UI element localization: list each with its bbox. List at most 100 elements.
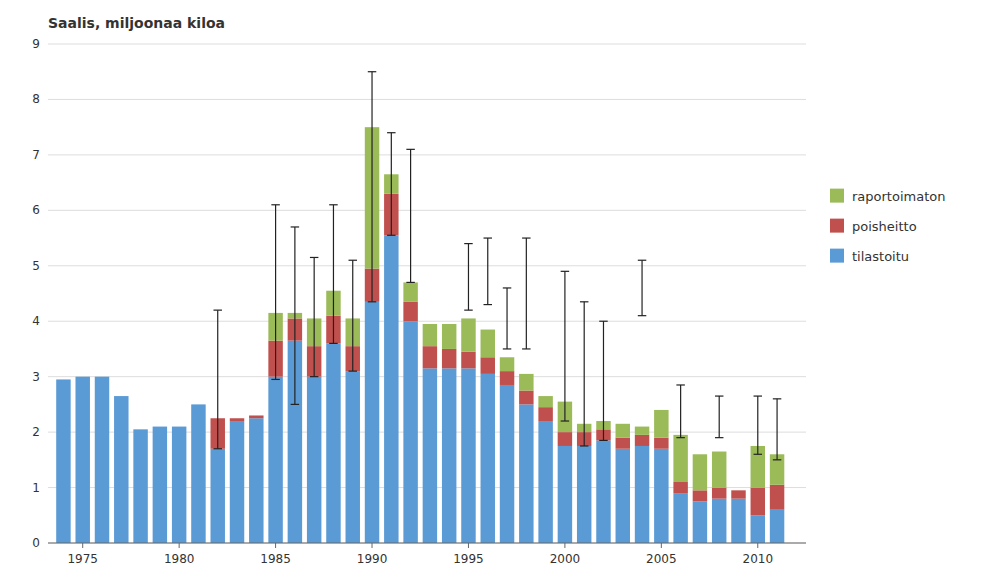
bar-segment <box>403 302 417 321</box>
bar-segment <box>635 427 649 435</box>
error-cap-upper <box>715 395 723 396</box>
bar-segment <box>75 377 89 543</box>
grid-line <box>48 265 806 266</box>
bar-segment <box>423 346 437 368</box>
error-bar <box>773 399 781 460</box>
legend-swatch <box>830 219 844 233</box>
bar-segment <box>538 421 552 543</box>
error-bar <box>310 257 318 376</box>
bar-segment <box>75 376 89 377</box>
error-bar <box>348 260 356 371</box>
x-tick <box>372 543 373 548</box>
error-cap-lower <box>522 348 530 349</box>
bar-segment <box>442 368 456 543</box>
y-tick-label: 5 <box>32 259 40 273</box>
bar-segment <box>230 418 244 419</box>
error-cap-upper <box>503 287 511 288</box>
error-bar <box>291 227 299 404</box>
error-cap-lower <box>213 448 221 449</box>
y-grid <box>48 44 806 543</box>
x-tick-label: 1990 <box>357 552 388 566</box>
bar-segment <box>423 324 437 346</box>
bar-segment <box>770 485 784 510</box>
bar-segment <box>172 426 186 427</box>
error-bar <box>599 321 607 440</box>
error-cap-lower <box>348 371 356 372</box>
bar-segment <box>403 321 417 543</box>
error-stem <box>333 205 334 344</box>
bar-segment <box>500 371 514 385</box>
bar-segment <box>95 376 109 377</box>
grid-line <box>48 44 806 45</box>
x-tick-label: 1985 <box>260 552 291 566</box>
legend-label: poisheitto <box>852 219 917 234</box>
error-bar <box>676 385 684 438</box>
error-cap-upper <box>484 237 492 238</box>
x-tick-label: 1975 <box>67 552 98 566</box>
error-stem <box>526 238 527 349</box>
error-stem <box>217 310 218 449</box>
bar-segment <box>153 426 167 427</box>
bar-segment <box>519 404 533 543</box>
error-bar <box>522 238 530 349</box>
bar-segment <box>461 352 475 369</box>
bar-segment <box>249 415 263 416</box>
bar-segment <box>210 449 224 543</box>
bar-segment <box>230 421 244 543</box>
bar-segment <box>172 426 186 427</box>
error-stem <box>603 321 604 440</box>
title: Saalis, miljoonaa kiloa <box>48 15 225 31</box>
bar-segment <box>114 396 128 543</box>
error-bar <box>715 396 723 438</box>
bar-segment <box>693 490 707 501</box>
y-tick-label: 1 <box>32 481 40 495</box>
bar-segment <box>191 404 205 405</box>
error-bar <box>329 205 337 344</box>
bar-segment <box>558 432 572 446</box>
x-tick-label: 2005 <box>646 552 677 566</box>
error-cap-lower <box>773 459 781 460</box>
error-cap-upper <box>580 301 588 302</box>
bar-segment <box>616 438 630 449</box>
error-bar <box>271 205 279 380</box>
bar-segment <box>654 410 668 438</box>
error-cap-upper <box>387 132 395 133</box>
bar-segment <box>442 349 456 368</box>
bar-segment <box>519 374 533 391</box>
bar-segment <box>230 418 244 421</box>
bar-segment <box>191 404 205 405</box>
bar-segment <box>500 385 514 543</box>
bar-segment <box>461 318 475 351</box>
error-bar <box>213 310 221 449</box>
bar-segment <box>751 515 765 543</box>
bar-segment <box>365 302 379 543</box>
bar-segment <box>403 282 417 301</box>
bar-segment <box>346 371 360 543</box>
bar-segment <box>673 482 687 493</box>
x-axis-line <box>48 543 806 544</box>
bar-segment <box>249 418 263 543</box>
grid-line <box>48 154 806 155</box>
bar-segment <box>307 377 321 543</box>
bar-segment <box>114 396 128 397</box>
error-cap-upper <box>773 398 781 399</box>
error-stem <box>352 260 353 371</box>
y-tick-label: 4 <box>32 314 40 328</box>
bar-segment <box>75 376 89 377</box>
error-bar <box>580 302 588 446</box>
x-tick-label: 2000 <box>550 552 581 566</box>
error-cap-lower <box>271 379 279 380</box>
x-tick <box>468 543 469 548</box>
bar-segment <box>500 357 514 371</box>
y-tick-label: 9 <box>32 37 40 51</box>
y-tick-label: 7 <box>32 148 40 162</box>
error-stem <box>757 396 758 454</box>
bar-segment <box>268 377 282 543</box>
error-stem <box>564 271 565 421</box>
error-bar <box>484 238 492 305</box>
bar-segment <box>673 493 687 543</box>
bar-segment <box>191 404 205 543</box>
error-stem <box>584 302 585 446</box>
x-tick-label: 2010 <box>743 552 774 566</box>
error-bar <box>638 260 646 315</box>
